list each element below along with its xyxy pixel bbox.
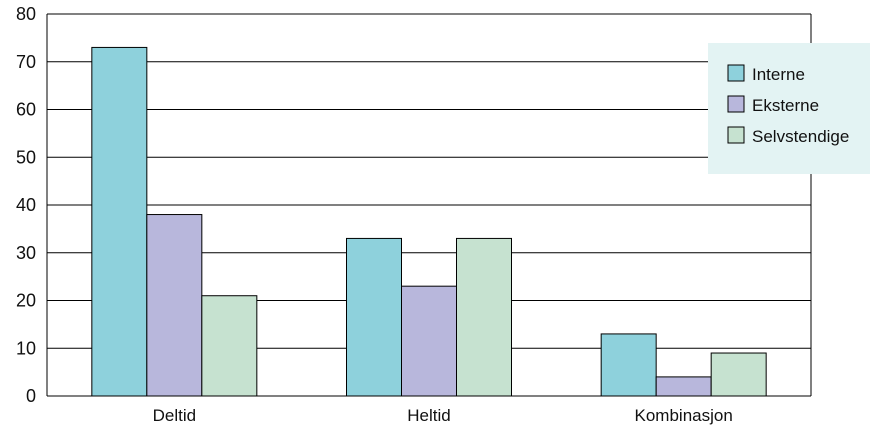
legend-label-selvstendige: Selvstendige xyxy=(752,127,849,146)
bar-selvstendige-kombinasjon xyxy=(710,352,767,397)
legend: Interne Eksterne Selvstendige xyxy=(708,43,870,174)
bar-eksterne-kombinasjon xyxy=(655,376,712,397)
bar-eksterne-heltid xyxy=(401,285,457,397)
legend-swatch-selvstendige xyxy=(727,126,745,144)
x-tick-label: Deltid xyxy=(153,406,196,425)
y-tick-label: 10 xyxy=(16,338,36,358)
legend-label-interne: Interne xyxy=(752,65,805,84)
bar-interne-heltid xyxy=(346,237,402,397)
bar-eksterne-deltid xyxy=(146,214,203,397)
legend-swatch-eksterne xyxy=(727,95,745,113)
y-tick-label: 30 xyxy=(16,243,36,263)
bar-interne-deltid xyxy=(91,46,148,397)
y-tick-label: 60 xyxy=(16,100,36,120)
y-tick-label: 70 xyxy=(16,52,36,72)
bars xyxy=(91,46,767,397)
y-tick-label: 80 xyxy=(16,4,36,24)
bar-selvstendige-deltid xyxy=(201,295,258,397)
bar-interne-kombinasjon xyxy=(600,333,657,397)
legend-swatch-interne xyxy=(727,64,745,82)
y-tick-label: 20 xyxy=(16,291,36,311)
x-tick-label: Kombinasjon xyxy=(635,406,733,425)
y-tick-label: 0 xyxy=(26,386,36,406)
x-tick-label: Heltid xyxy=(407,406,450,425)
y-tick-label: 50 xyxy=(16,147,36,167)
bar-selvstendige-heltid xyxy=(456,237,512,397)
y-tick-label: 40 xyxy=(16,195,36,215)
legend-label-eksterne: Eksterne xyxy=(752,96,819,115)
